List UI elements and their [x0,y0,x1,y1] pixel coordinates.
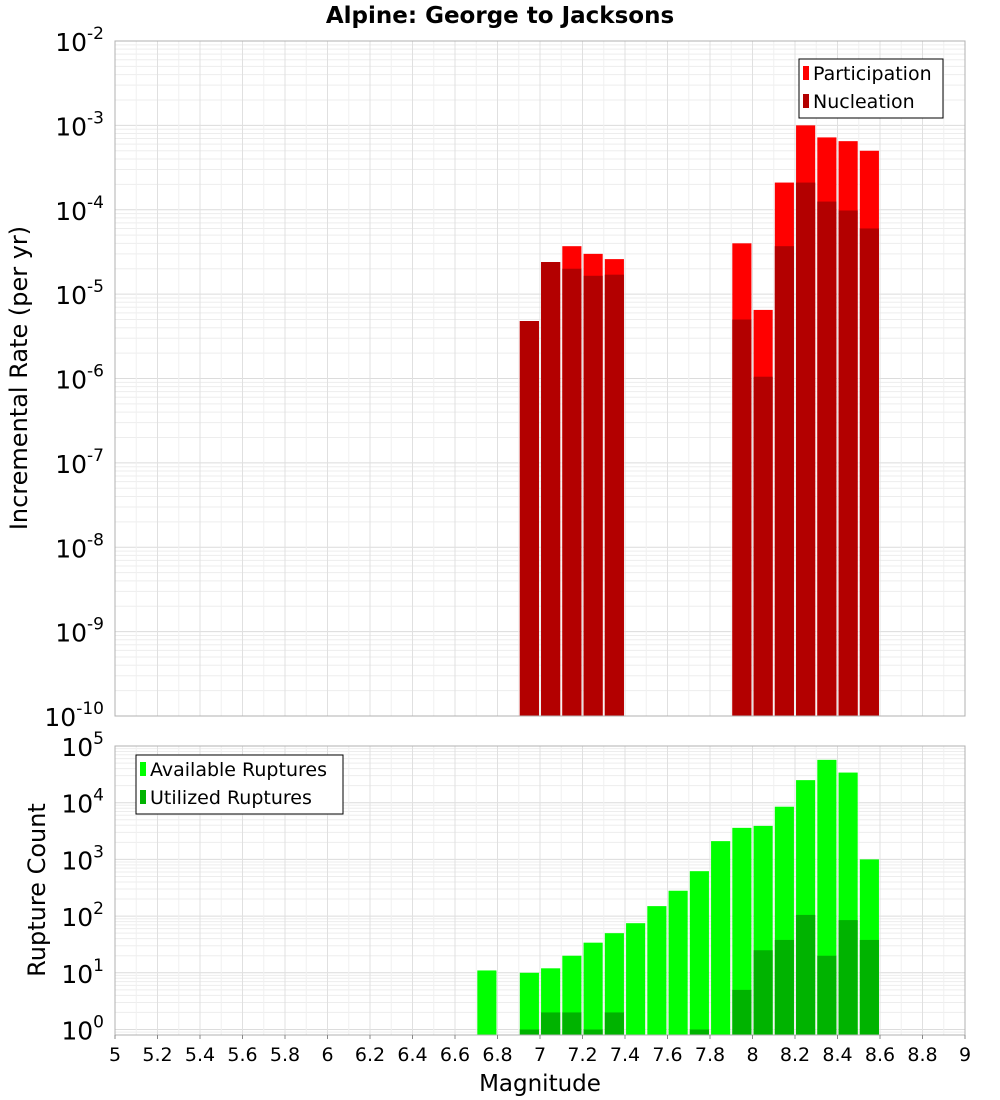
bar [753,950,773,1035]
x-tick-label: 7.8 [695,1044,725,1066]
x-tick-label: 8.4 [822,1044,852,1066]
y-tick-label: 10-2 [55,24,104,57]
bar [838,920,858,1035]
series-utilized-ruptures [519,914,879,1035]
y-tick-label: 10-4 [55,193,104,226]
bar [583,942,603,1035]
bar [817,955,837,1035]
bar [732,319,752,716]
y-tick-label: 10-8 [55,530,104,563]
legend-swatch [140,790,146,804]
bar [562,268,582,716]
x-tick-label: 5.6 [227,1044,257,1066]
panel-rupture-count: 100 101 102 103 104 105 5 5.2 5.4 5.6 5.8 6 6.2 6.4 6.… [61,729,971,1066]
legend: Available Ruptures Utilized Ruptures [135,754,344,815]
bar [689,1029,709,1035]
y-tick-label: 100 [61,1013,104,1046]
bar [519,972,539,1035]
x-tick-label: 7.2 [567,1044,597,1066]
x-tick-label: 6.6 [440,1044,470,1066]
y-tick-label: 10-5 [55,277,104,310]
x-tick-label: 5 [109,1044,121,1066]
bar [668,890,688,1035]
bar [604,1012,624,1035]
bar [774,246,794,716]
legend-swatch [803,66,809,80]
x-tick-label: 5.8 [270,1044,300,1066]
bar [604,274,624,716]
chart-title: Alpine: George to Jacksons [326,3,674,29]
bar [796,914,816,1035]
x-tick-label: 6.2 [355,1044,385,1066]
x-tick-label: 5.4 [185,1044,215,1066]
y-tick-label: 101 [61,956,104,989]
y-tick-label: 10-7 [55,446,104,479]
x-tick-label: 6.8 [482,1044,512,1066]
bar [753,376,773,716]
bar [796,182,816,716]
top-y-axis-label: Incremental Rate (per yr) [5,226,33,530]
bar [711,841,731,1035]
x-tick-label: 7 [534,1044,546,1066]
bar [859,939,879,1035]
bar [838,210,858,716]
y-tick-label: 105 [61,729,104,762]
bar [541,1012,561,1035]
y-tick-label: 10-6 [55,362,104,395]
x-tick-label: 8 [746,1044,758,1066]
bar [604,933,624,1035]
legend: Participation Nucleation [798,58,944,119]
series-nucleation [519,182,879,716]
legend-label: Nucleation [813,91,915,113]
bar [519,1029,539,1035]
plot-frame [114,40,966,717]
x-tick-label: 9 [959,1044,971,1066]
bar [689,871,709,1035]
bar [541,262,561,716]
x-tick-label: 6 [321,1044,333,1066]
y-tick-label: 10-10 [44,699,104,732]
x-tick-label: 8.8 [907,1044,937,1066]
x-tick-label: 8.2 [780,1044,810,1066]
bar [477,970,497,1035]
legend-swatch [140,762,146,776]
bar [647,906,667,1035]
x-tick-label: 6.4 [397,1044,427,1066]
bar [732,827,752,1035]
panel-incremental-rate: 10-10 10-9 10-8 10-7 10-6 10-5 10-4 10-3 10-2 Par… [44,24,966,732]
x-tick-label: 8.6 [865,1044,895,1066]
legend-label: Participation [813,63,932,85]
x-tick-label: 7.4 [610,1044,640,1066]
bar [583,275,603,716]
y-tick-label: 102 [61,899,104,932]
bottom-y-axis-label: Rupture Count [23,803,51,977]
grid-lines [114,40,966,717]
bar [817,201,837,716]
bar [626,923,646,1035]
legend-box [798,58,944,119]
legend-label: Utilized Ruptures [150,787,312,809]
legend-box [135,754,344,815]
bar [562,1012,582,1035]
legend-label: Available Ruptures [150,759,327,781]
bar [774,939,794,1035]
bar [732,989,752,1035]
legend-swatch [803,94,809,108]
y-tick-label: 104 [61,786,104,819]
y-tick-label: 103 [61,842,104,875]
y-tick-label: 10-3 [55,108,104,141]
bar [519,321,539,716]
bar [859,228,879,716]
y-tick-label: 10-9 [55,615,104,648]
x-tick-label: 5.2 [142,1044,172,1066]
bar [583,1029,603,1035]
x-tick-label: 7.6 [652,1044,682,1066]
x-axis-label: Magnitude [479,1071,601,1097]
